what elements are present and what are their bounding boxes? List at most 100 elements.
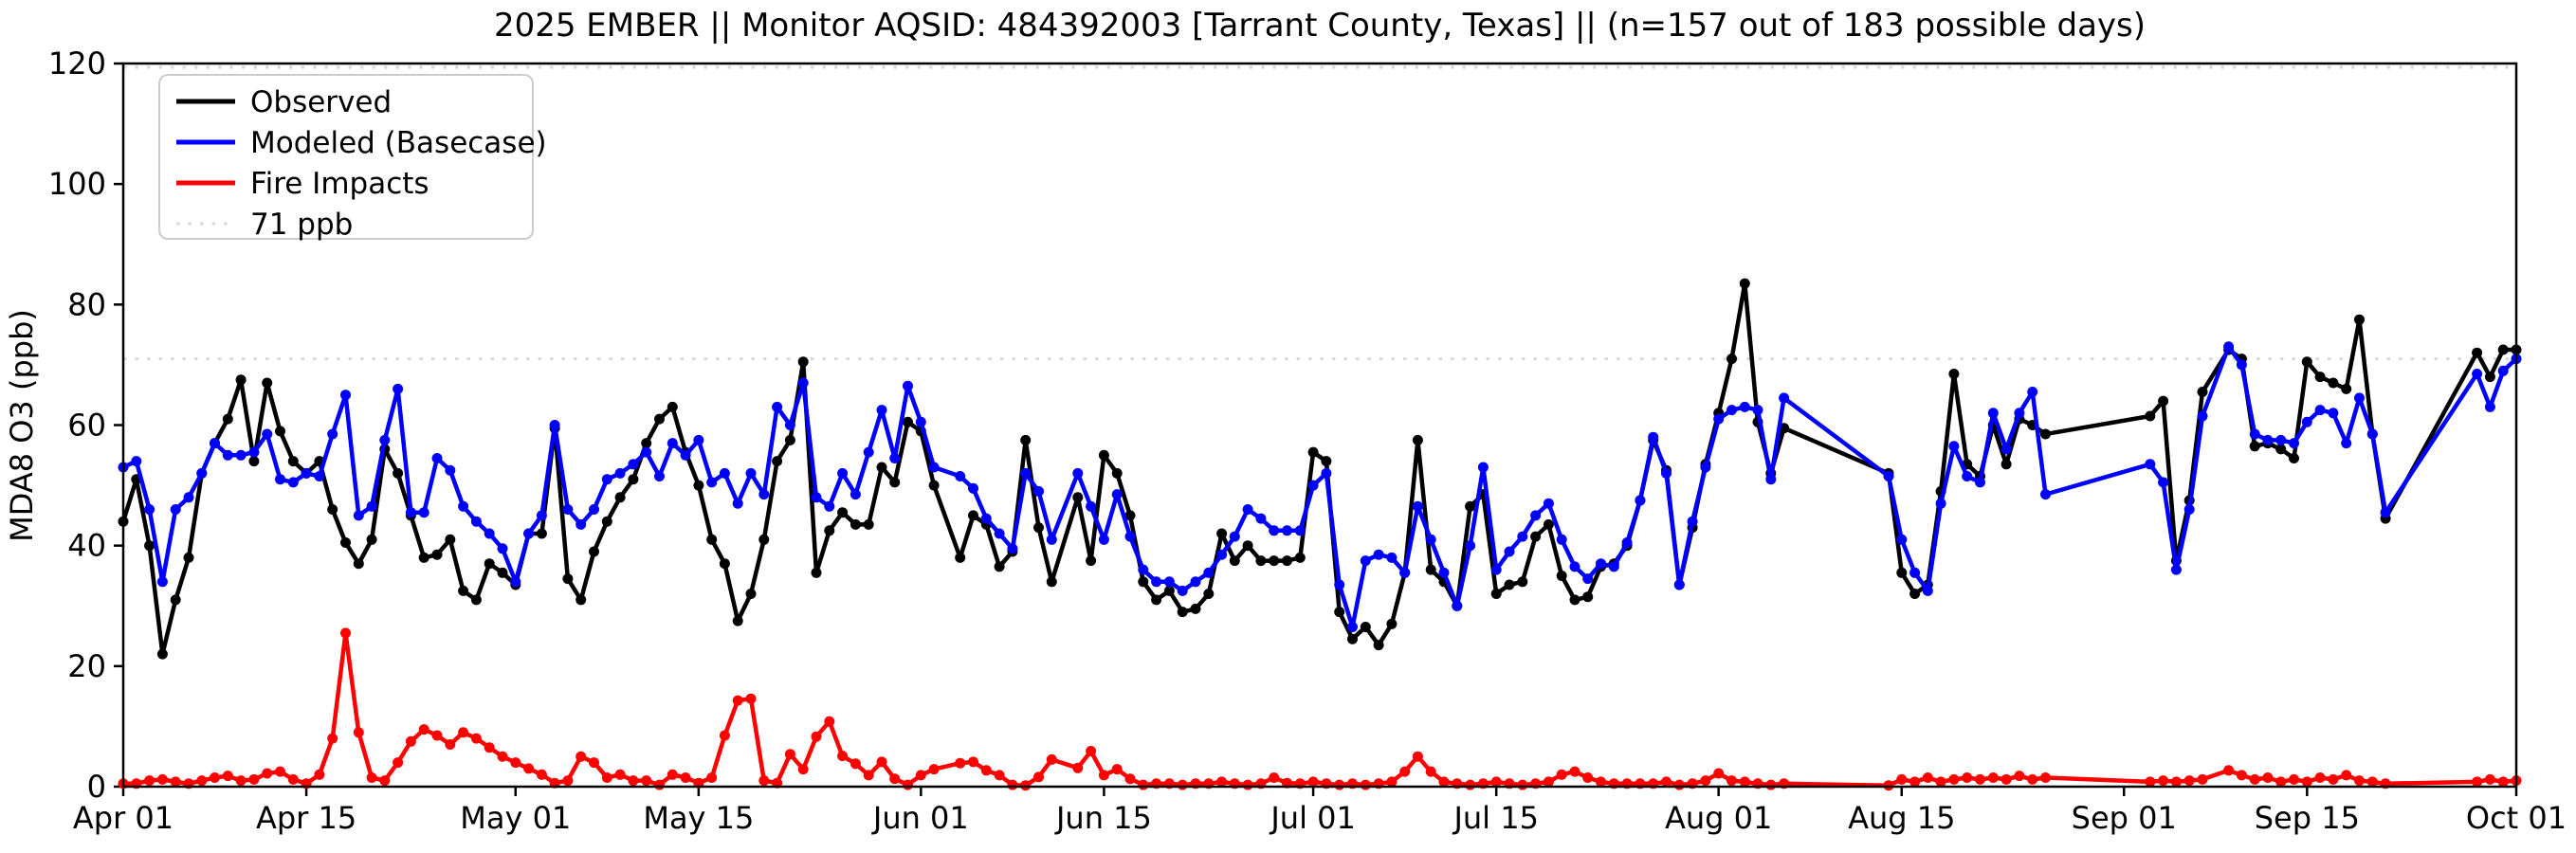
fire-impacts-point (1086, 746, 1097, 756)
observed-point (1909, 589, 1921, 599)
y-tick-label: 20 (67, 648, 106, 684)
modeled-basecase-point (1399, 567, 1411, 578)
modeled-basecase-point (784, 420, 795, 430)
fire-impacts-point (2014, 771, 2025, 782)
modeled-basecase-point (2197, 410, 2208, 422)
modeled-basecase-point (863, 446, 874, 458)
observed-point (2001, 459, 2012, 470)
modeled-basecase-point (732, 498, 743, 509)
fire-impacts-point (1661, 776, 1672, 788)
modeled-basecase-point (1438, 567, 1450, 578)
observed-point (903, 416, 913, 427)
observed-point (928, 480, 940, 491)
modeled-basecase-point (2183, 504, 2195, 515)
fire-impacts-point (1425, 766, 1436, 777)
observed-point (156, 648, 168, 660)
observed-point (1425, 564, 1436, 575)
observed-point (536, 528, 547, 539)
observed-point (1163, 585, 1175, 596)
modeled-basecase-point (562, 504, 574, 515)
fire-impacts-point (589, 757, 599, 769)
observed-point (393, 467, 404, 479)
observed-point (353, 558, 364, 570)
observed-point (1360, 622, 1371, 632)
fire-impacts-point (889, 773, 901, 785)
fire-impacts-point (784, 749, 795, 760)
observed-point (1111, 467, 1123, 479)
fire-impacts-point (2223, 765, 2235, 776)
observed-point (575, 594, 587, 606)
observed-point (431, 549, 443, 560)
fire-impacts-point (1673, 779, 1685, 790)
observed-point (1294, 552, 1306, 563)
modeled-basecase-point (797, 377, 809, 389)
modeled-basecase-point (1465, 540, 1476, 552)
modeled-basecase-point (1517, 531, 1528, 542)
fire-impacts-point (536, 769, 547, 780)
fire-impacts-point (1399, 766, 1411, 777)
modeled-basecase-point (2275, 434, 2287, 445)
x-tick-label: Sep 15 (2255, 800, 2360, 836)
fire-impacts-point (196, 775, 208, 787)
observed-point (1321, 456, 1332, 467)
modeled-basecase-point (1242, 504, 1253, 515)
fire-impacts-point (706, 772, 718, 783)
modeled-basecase-point (1033, 485, 1044, 497)
fire-impacts-point (1883, 780, 1894, 791)
modeled-basecase-point (1765, 474, 1777, 485)
observed-point (445, 534, 456, 545)
observed-point (287, 456, 299, 467)
modeled-basecase-point (1779, 392, 1790, 404)
observed-point (1177, 607, 1188, 618)
modeled-basecase-point (314, 471, 325, 481)
modeled-basecase-point (1321, 467, 1332, 479)
modeled-basecase-point (1386, 552, 1398, 563)
modeled-basecase-point (523, 528, 535, 539)
fire-impacts-point (144, 775, 155, 787)
modeled-basecase-point (980, 513, 992, 524)
fire-impacts-point (2249, 773, 2260, 785)
modeled-basecase-point (2341, 438, 2352, 449)
fire-impacts-point (641, 775, 652, 787)
observed-point (784, 434, 795, 445)
y-tick-label: 0 (87, 769, 106, 805)
fire-impacts-point (1922, 772, 1933, 783)
observed-point (824, 525, 835, 536)
modeled-basecase-point (1098, 534, 1109, 545)
observed-point (144, 540, 155, 552)
observed-point (1203, 589, 1215, 599)
modeled-basecase-point (1255, 513, 1267, 524)
modeled-basecase-point (1987, 408, 1999, 419)
fire-impacts-point (366, 772, 377, 783)
observed-point (497, 567, 508, 578)
modeled-basecase-point (994, 528, 1005, 539)
fire-impacts-point (1596, 776, 1606, 788)
fire-impacts-point (824, 716, 835, 727)
fire-impacts-point (680, 772, 691, 783)
observed-point (1269, 555, 1280, 567)
observed-point (732, 615, 743, 626)
modeled-basecase-point (235, 449, 247, 461)
fire-impacts-point (353, 727, 364, 738)
fire-impacts-point (1033, 771, 1044, 783)
modeled-basecase-point (1190, 576, 1201, 588)
observed-point (1307, 446, 1319, 458)
observed-point (863, 518, 874, 530)
observed-point (719, 558, 730, 570)
modeled-basecase-point (196, 467, 208, 479)
observed-point (1504, 579, 1515, 590)
modeled-basecase-point (1373, 549, 1384, 560)
modeled-basecase-point (2380, 507, 2391, 518)
modeled-basecase-point (1151, 576, 1162, 588)
observed-point (1229, 555, 1240, 567)
fire-impacts-point (2040, 772, 2051, 783)
modeled-basecase-point (706, 477, 718, 488)
fire-impacts-point (1269, 772, 1280, 783)
modeled-basecase-point (1086, 500, 1097, 512)
fire-impacts-point (1386, 776, 1398, 788)
modeled-basecase-point (1896, 534, 1908, 545)
observed-point (2497, 344, 2509, 355)
modeled-basecase-point (1203, 567, 1215, 578)
observed-point (876, 462, 887, 473)
x-tick-label: May 15 (643, 800, 754, 836)
